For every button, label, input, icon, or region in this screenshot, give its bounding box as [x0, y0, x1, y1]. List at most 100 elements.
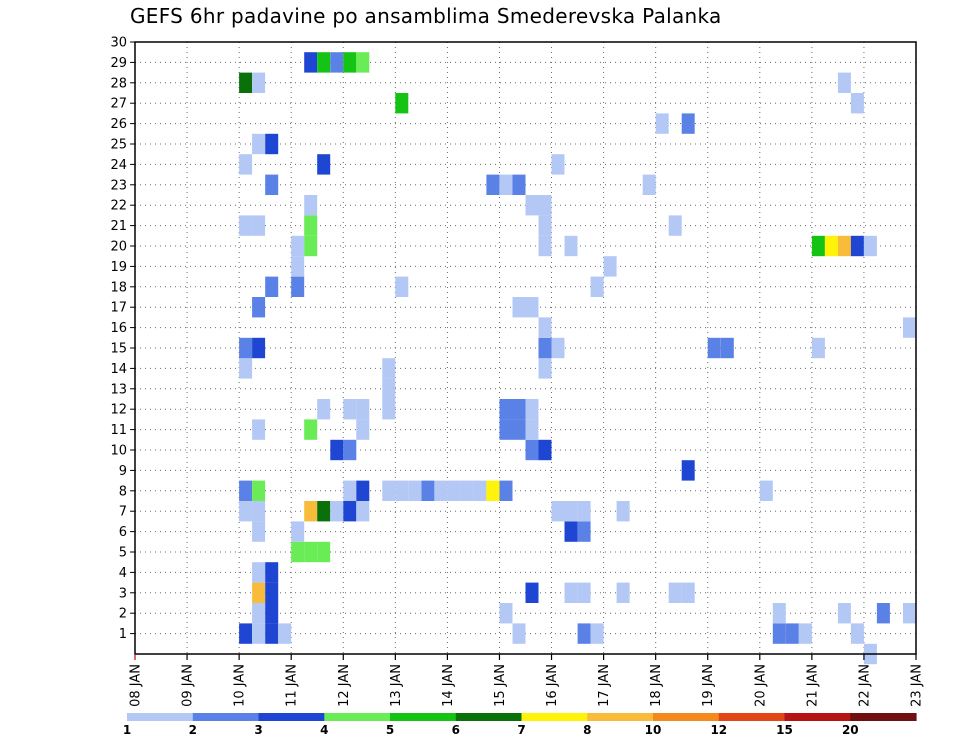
colorbar-label: 6	[452, 723, 460, 737]
heatmap-cell	[278, 623, 292, 644]
heatmap-cell	[499, 603, 513, 624]
heatmap-cell	[356, 419, 370, 440]
x-axis-ticks: 08 JAN 09 JAN 10 JAN 11 JAN 12 JAN 13 JAN 14 J…	[129, 654, 925, 707]
heatmap-cell	[252, 72, 266, 93]
heatmap-cell	[239, 215, 253, 236]
heatmap-cell	[551, 154, 565, 175]
heatmap-cell	[473, 480, 487, 501]
heatmap-cell	[356, 501, 370, 522]
x-tick-label: 13 JAN	[389, 664, 404, 707]
heatmap-cell	[434, 480, 448, 501]
y-tick-label: 9	[119, 464, 127, 479]
colorbar-segment	[850, 713, 917, 721]
y-tick-label: 29	[110, 56, 127, 71]
heatmap-cell	[252, 603, 266, 624]
colorbar-segment	[718, 713, 786, 721]
x-tick-label: 14 JAN	[441, 664, 456, 707]
heatmap-cell	[460, 480, 474, 501]
heatmap-cell	[395, 93, 409, 114]
heatmap-cell	[343, 480, 357, 501]
heatmap-cell	[265, 133, 279, 155]
heatmap-cell	[863, 235, 877, 257]
heatmap-cell	[395, 480, 409, 501]
heatmap-cell	[798, 623, 812, 644]
heatmap-cell	[252, 297, 266, 318]
colorbar-label: 8	[583, 723, 591, 737]
heatmap-cell	[668, 582, 682, 603]
heatmap-cell	[252, 480, 266, 501]
y-tick-label: 5	[119, 546, 127, 561]
heatmap-cell	[304, 419, 318, 440]
y-tick-label: 6	[119, 525, 127, 540]
heatmap-cell	[512, 399, 526, 420]
heatmap-cell	[421, 480, 435, 501]
heatmap-cell	[903, 317, 916, 338]
heatmap-cell	[681, 582, 695, 603]
heatmap-cell	[382, 480, 396, 501]
heatmap-cell	[252, 501, 266, 522]
colorbar-segment	[521, 713, 588, 721]
x-tick-label: 08 JAN	[129, 664, 144, 707]
colorbar-label: 15	[776, 723, 793, 737]
y-tick-label: 15	[110, 342, 127, 357]
colorbar-label: 5	[386, 723, 394, 737]
heatmap-cell	[512, 419, 526, 440]
heatmap-cell	[265, 623, 279, 644]
heatmap-cell	[239, 154, 253, 175]
heatmap-cell	[291, 521, 305, 542]
y-tick-label: 3	[119, 586, 127, 601]
heatmap-cell	[577, 501, 591, 522]
heatmap-cell	[304, 52, 318, 73]
heatmap-cell	[603, 256, 617, 277]
heatmap-cell	[499, 174, 513, 195]
x-tick-label: 09 JAN	[181, 664, 196, 707]
heatmap-cell	[772, 623, 786, 644]
colorbar-label: 20	[842, 723, 859, 737]
y-tick-label: 24	[110, 158, 127, 173]
heatmap-cell	[252, 337, 266, 359]
y-tick-label: 18	[110, 280, 127, 295]
heatmap-cell	[265, 174, 279, 195]
heatmap-cell	[655, 113, 669, 134]
x-tick-label: 19 JAN	[701, 664, 716, 707]
heatmap-cell	[720, 337, 734, 359]
heatmap-cell	[538, 358, 552, 379]
heatmap-cell	[577, 582, 591, 603]
x-tick-label: 22 JAN	[857, 664, 872, 707]
y-tick-label: 26	[110, 117, 127, 132]
heatmap-cell	[551, 337, 565, 359]
heatmap-cell	[759, 480, 773, 501]
heatmap-cell	[447, 480, 461, 501]
x-tick-label: 15 JAN	[493, 664, 508, 707]
heatmap-cell	[252, 133, 266, 155]
heatmap-cell	[252, 521, 266, 542]
x-tick-label: 16 JAN	[545, 664, 560, 707]
heatmap-cell	[408, 480, 422, 501]
heatmap-cell	[343, 52, 357, 73]
heatmap-cell	[356, 52, 370, 73]
heatmap-cell	[499, 419, 513, 440]
heatmap-cell	[837, 235, 851, 257]
y-tick-label: 27	[110, 97, 127, 112]
heatmap-cell	[525, 419, 539, 440]
heatmap-cell	[395, 276, 409, 297]
colorbar-label: 2	[189, 723, 197, 737]
heatmap-cells	[239, 52, 916, 665]
heatmap-cell	[382, 358, 396, 379]
x-tick-label: 23 JAN	[910, 664, 925, 707]
heatmap-cell	[837, 603, 851, 624]
y-tick-label: 13	[110, 382, 127, 397]
y-axis-ticks: 1234567891011121314151617181920212223242…	[110, 36, 135, 642]
heatmap-cell	[564, 501, 578, 522]
heatmap-cell	[499, 480, 513, 501]
heatmap-cell	[317, 52, 331, 73]
x-tick-label: 20 JAN	[753, 664, 768, 707]
colorbar-segment	[258, 713, 325, 721]
heatmap-cell	[291, 276, 305, 297]
heatmap-cell	[252, 562, 266, 583]
heatmap-cell	[265, 562, 279, 583]
heatmap-cell	[538, 215, 552, 236]
colorbar: 1 2 3 4 5 6 7 8 10 12 15 20	[123, 713, 917, 737]
y-tick-label: 21	[110, 219, 127, 234]
heatmap-cell	[811, 235, 825, 257]
